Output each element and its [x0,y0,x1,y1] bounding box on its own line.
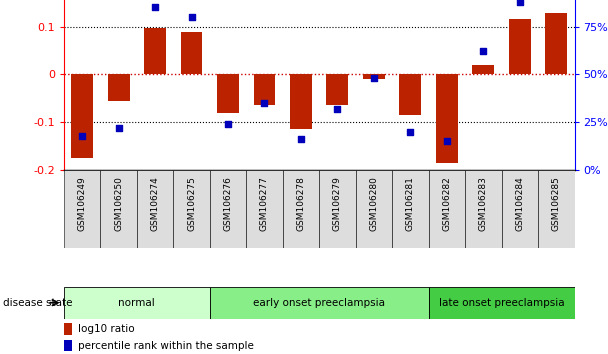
Bar [356,170,392,248]
Point [442,138,452,144]
Text: GSM106275: GSM106275 [187,176,196,231]
Bar [246,170,283,248]
Bar [137,170,173,248]
Bar [319,170,356,248]
Bar [363,74,385,79]
Point [223,121,233,127]
Bar [392,170,429,248]
Bar [509,19,531,74]
Point [369,75,379,81]
Point [77,133,87,138]
Text: GSM106278: GSM106278 [297,176,305,231]
Text: GSM106250: GSM106250 [114,176,123,231]
Bar [429,287,575,319]
Text: GSM106279: GSM106279 [333,176,342,231]
Bar [283,170,319,248]
Text: GSM106249: GSM106249 [78,176,86,231]
Bar [465,170,502,248]
Text: GSM106276: GSM106276 [224,176,232,231]
Text: GSM106283: GSM106283 [479,176,488,231]
Bar [210,287,429,319]
Point [478,48,488,54]
Text: GSM106284: GSM106284 [516,176,524,231]
Bar [64,170,100,248]
Bar [181,32,202,74]
Point [333,106,342,112]
Point [187,14,196,20]
Point [406,129,415,135]
Bar [545,13,567,74]
Bar [100,170,137,248]
Text: GSM106274: GSM106274 [151,176,159,231]
Bar [326,74,348,105]
Point [150,5,160,10]
Bar [254,74,275,105]
Text: GSM106281: GSM106281 [406,176,415,231]
Text: GSM106280: GSM106280 [370,176,378,231]
Bar [472,65,494,74]
Point [515,0,525,5]
Text: GSM106285: GSM106285 [552,176,561,231]
Bar [173,170,210,248]
Bar [210,170,246,248]
Bar [436,74,458,163]
Bar [429,170,465,248]
Bar [64,340,72,352]
Bar [217,74,239,113]
Bar [64,287,210,319]
Bar [108,74,130,101]
Text: early onset preeclampsia: early onset preeclampsia [253,298,385,308]
Point [296,137,306,142]
Bar [538,170,575,248]
Bar [290,74,312,129]
Text: late onset preeclampsia: late onset preeclampsia [439,298,564,308]
Text: disease state: disease state [3,298,72,308]
Point [260,100,269,106]
Text: normal: normal [119,298,155,308]
Text: GSM106282: GSM106282 [443,176,451,231]
Text: GSM106277: GSM106277 [260,176,269,231]
Text: percentile rank within the sample: percentile rank within the sample [78,341,254,351]
Bar [71,74,93,158]
Bar [502,170,538,248]
Point [114,125,123,131]
Bar [399,74,421,115]
Text: log10 ratio: log10 ratio [78,324,134,334]
Bar [64,324,72,335]
Bar [144,28,166,74]
